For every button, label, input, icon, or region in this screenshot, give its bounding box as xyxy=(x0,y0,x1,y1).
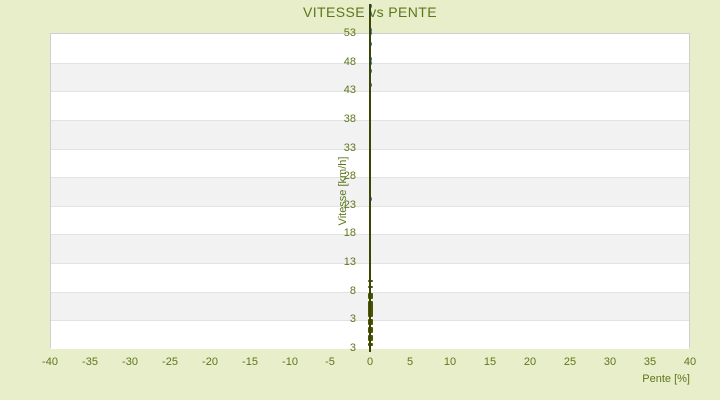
x-tick-label: -15 xyxy=(242,356,258,368)
x-tick-label: 40 xyxy=(683,356,697,368)
x-tick-label: 25 xyxy=(563,356,577,368)
y-tick-label: 33 xyxy=(343,141,356,154)
y-tick-label: 48 xyxy=(343,55,356,68)
x-tick-label: -10 xyxy=(282,356,298,368)
y-tick-label: 3 xyxy=(349,313,356,326)
x-tick-label: 5 xyxy=(406,356,414,368)
y-tick-label: 3 xyxy=(349,342,356,354)
x-tick-label: 30 xyxy=(603,356,617,368)
x-tick-label: -20 xyxy=(202,356,218,368)
y-tick-label: 53 xyxy=(343,27,356,39)
y-axis-title: Vitesse [km/h] xyxy=(337,156,349,225)
x-axis-title: Pente [%] xyxy=(642,373,690,385)
x-tick-label: -25 xyxy=(162,356,178,368)
x-tick-label: 20 xyxy=(523,356,537,368)
y-tick-label: 13 xyxy=(343,256,356,269)
y-tick-label: 18 xyxy=(343,227,356,240)
y-tick-label: 28 xyxy=(343,170,356,183)
x-tick-label: 10 xyxy=(443,356,457,368)
x-tick-label: -30 xyxy=(122,356,138,368)
x-tick-label: 15 xyxy=(483,356,497,368)
x-tick-label: 0 xyxy=(366,356,374,368)
y-tick-label: 8 xyxy=(349,284,356,297)
x-tick-label: -35 xyxy=(82,356,98,368)
x-tick-label: -5 xyxy=(325,356,335,368)
y-tick-label: 38 xyxy=(343,112,356,125)
zero-axis-line xyxy=(369,4,371,352)
x-tick-label: -40 xyxy=(42,356,58,368)
y-tick-label: 43 xyxy=(343,84,356,97)
y-tick-label: 23 xyxy=(343,198,356,211)
x-tick-label: 35 xyxy=(643,356,657,368)
